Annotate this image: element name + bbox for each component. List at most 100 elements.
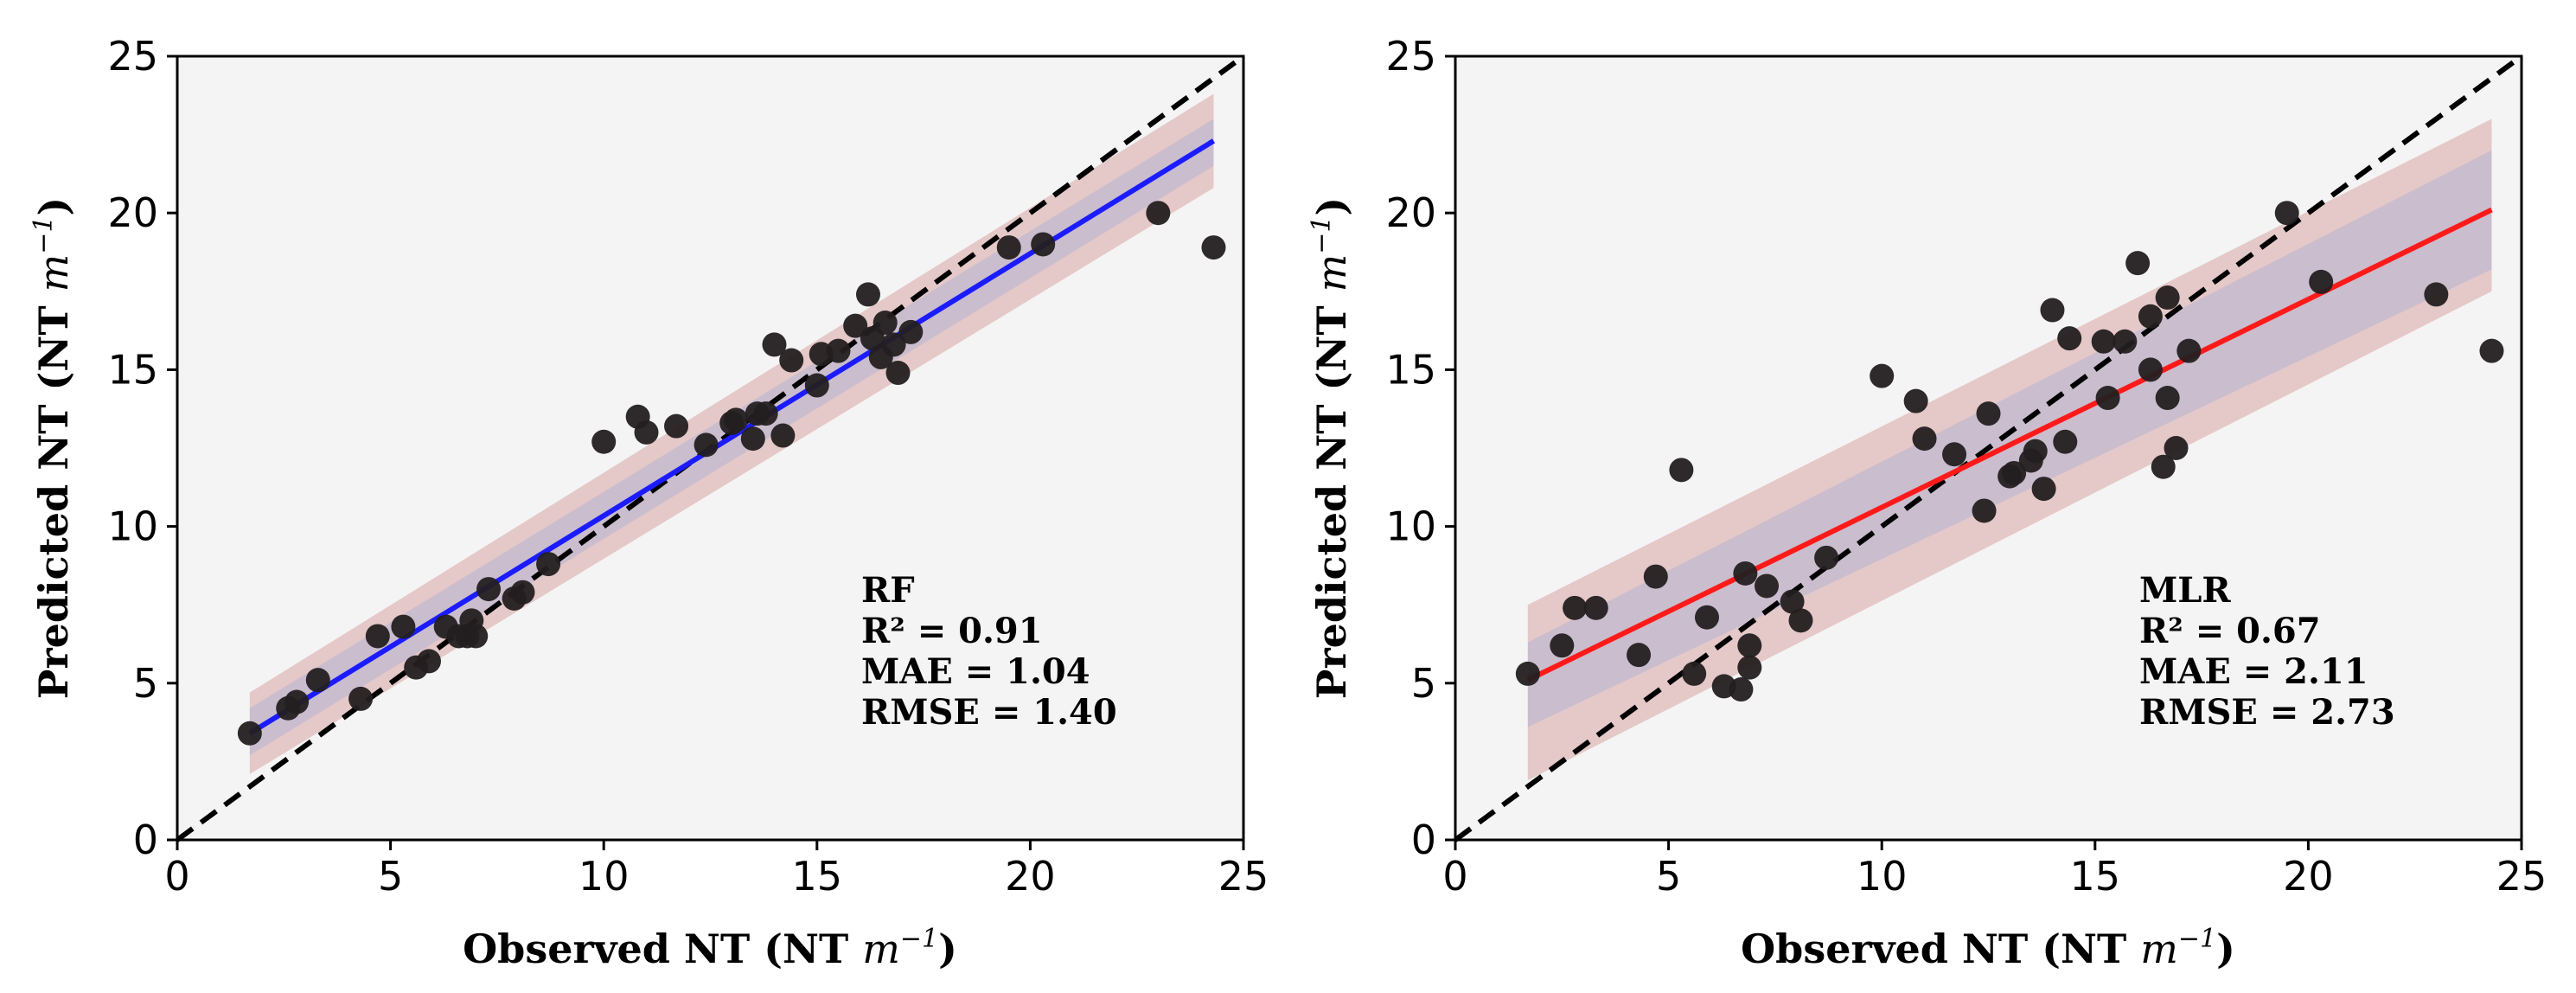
rf-panel: 0 5 10 15 20 25 0 5 10 15 20 25 Observed NT (NT m−… xyxy=(29,33,1269,972)
x-ticks: 0 5 10 15 20 25 xyxy=(1442,840,2547,900)
y-tick-label: 20 xyxy=(1385,189,1436,236)
data-point xyxy=(881,332,906,357)
plot-frame xyxy=(176,54,1245,842)
data-point xyxy=(2091,329,2116,354)
data-point xyxy=(591,429,617,454)
y-tick-label: 25 xyxy=(1385,33,1436,80)
data-point xyxy=(804,373,829,398)
data-point xyxy=(664,413,689,439)
data-point xyxy=(1669,458,1694,483)
data-point xyxy=(634,420,659,445)
x-tick-label: 15 xyxy=(2070,853,2121,900)
y-tick-label: 15 xyxy=(107,346,158,393)
model-name: MLR xyxy=(2139,570,2231,611)
data-point xyxy=(1976,401,2001,426)
data-point xyxy=(855,282,880,307)
x-tick-label: 25 xyxy=(1218,853,1269,900)
data-point xyxy=(2031,477,2056,502)
data-point xyxy=(510,580,535,605)
data-point xyxy=(2002,460,2027,485)
data-point xyxy=(2151,454,2176,479)
data-point xyxy=(2424,282,2449,307)
data-point xyxy=(1729,677,1754,702)
data-point xyxy=(1912,426,1937,452)
x-tick-label: 25 xyxy=(2496,853,2547,900)
data-point xyxy=(2057,326,2082,351)
data-point xyxy=(2053,429,2078,454)
x-axis-label: Observed NT (NT m−1) xyxy=(1741,924,2235,972)
data-point xyxy=(1643,564,1668,589)
plot-frame xyxy=(1454,54,2523,842)
data-point xyxy=(1755,573,1780,599)
data-point xyxy=(694,432,719,458)
data-point xyxy=(536,552,561,577)
data-point xyxy=(2113,329,2138,354)
data-point xyxy=(2040,298,2065,323)
data-point xyxy=(2479,338,2504,363)
data-point xyxy=(1942,442,1967,467)
data-point xyxy=(391,614,416,639)
data-point xyxy=(1972,498,1997,523)
data-point xyxy=(2125,251,2151,276)
data-points xyxy=(1515,201,2504,702)
data-point xyxy=(996,235,1021,260)
y-tick-label: 0 xyxy=(133,817,158,863)
data-point xyxy=(1146,201,1171,226)
data-point xyxy=(2274,201,2299,226)
data-point xyxy=(885,361,911,386)
rmse-value: RMSE = 2.73 xyxy=(2139,692,2395,733)
data-point xyxy=(1788,608,1813,633)
rmse-value: RMSE = 1.40 xyxy=(861,692,1117,733)
data-points xyxy=(237,201,1226,746)
y-axis-label: Predicted NT (NT m−1) xyxy=(29,197,77,699)
data-point xyxy=(873,311,898,336)
data-point xyxy=(2309,269,2334,294)
y-tick-label: 20 xyxy=(107,189,158,236)
data-point xyxy=(1737,633,1762,658)
y-axis-label: Predicted NT (NT m−1) xyxy=(1307,197,1355,699)
x-tick-label: 20 xyxy=(1005,853,1056,900)
data-point xyxy=(1780,589,1805,614)
y-tick-label: 0 xyxy=(1411,817,1436,863)
x-tick-label: 10 xyxy=(1857,853,1908,900)
y-tick-label: 5 xyxy=(133,660,158,707)
data-point xyxy=(365,624,390,649)
y-tick-label: 15 xyxy=(1385,346,1436,393)
data-point xyxy=(1870,363,1895,388)
metrics-annotation: RF R² = 0.91 MAE = 1.04 RMSE = 1.40 xyxy=(861,570,1117,733)
data-point xyxy=(305,668,330,693)
x-tick-label: 20 xyxy=(2283,853,2334,900)
data-point xyxy=(1563,595,1588,620)
data-point xyxy=(1627,643,1652,668)
data-point xyxy=(476,577,502,602)
mae-value: MAE = 1.04 xyxy=(861,651,1090,692)
data-point xyxy=(898,319,924,344)
x-tick-label: 0 xyxy=(164,853,189,900)
data-point xyxy=(826,338,851,363)
data-point xyxy=(1201,235,1226,260)
x-ticks: 0 5 10 15 20 25 xyxy=(164,840,1269,900)
x-tick-label: 5 xyxy=(1656,853,1681,900)
x-axis-label: Observed NT (NT m−1) xyxy=(463,924,957,972)
one-to-one-line xyxy=(1454,54,2523,842)
y-tick-label: 10 xyxy=(1385,503,1436,550)
data-point xyxy=(762,332,787,357)
y-ticks: 0 5 10 15 20 25 xyxy=(107,33,177,863)
data-point xyxy=(753,401,778,426)
data-point xyxy=(348,686,374,711)
data-point xyxy=(770,423,796,448)
data-point xyxy=(2176,338,2202,363)
metrics-annotation: MLR R² = 0.67 MAE = 2.11 RMSE = 2.73 xyxy=(2139,570,2395,733)
data-point xyxy=(284,689,310,714)
data-point xyxy=(2155,386,2180,411)
data-point xyxy=(1903,388,1928,413)
data-point xyxy=(1733,561,1758,586)
data-point xyxy=(2095,386,2120,411)
data-point xyxy=(2155,285,2180,311)
mae-value: MAE = 2.11 xyxy=(2139,651,2368,692)
data-point xyxy=(1682,661,1707,686)
data-point xyxy=(237,721,262,746)
data-point xyxy=(1515,661,1540,686)
x-tick-label: 15 xyxy=(792,853,843,900)
